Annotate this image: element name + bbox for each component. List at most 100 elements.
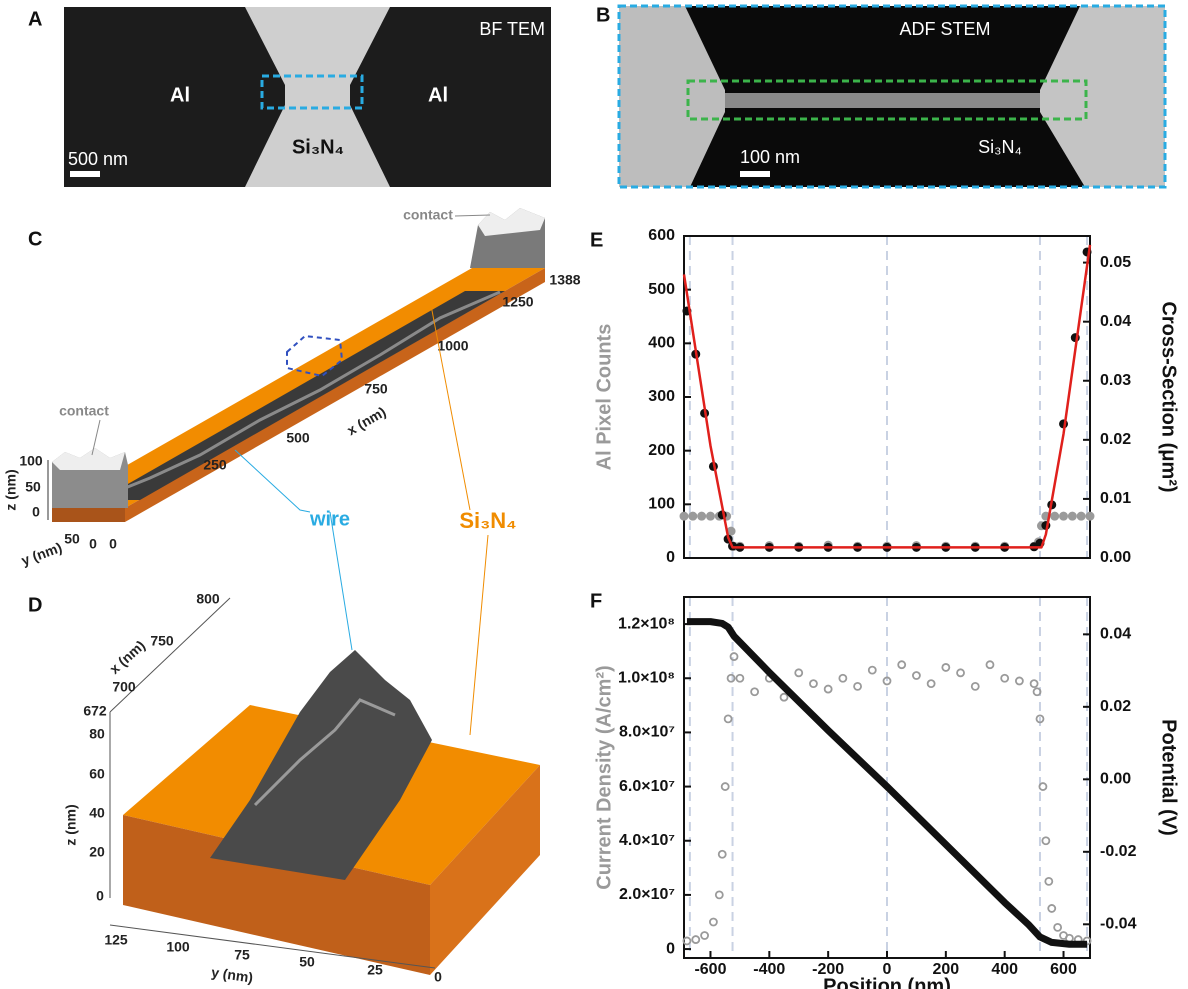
data-point	[1060, 512, 1068, 520]
tick-label: 0	[32, 504, 40, 520]
data-point	[701, 932, 708, 939]
y-tick-label: 600	[648, 227, 675, 244]
wire-3d	[100, 291, 505, 500]
tick-label: 40	[89, 805, 105, 821]
tick-label: 80	[89, 726, 105, 742]
x-tick-label: 400	[991, 961, 1018, 978]
mode-label: BF TEM	[479, 19, 545, 39]
y-tick-label: 1.0×10⁸	[618, 669, 675, 686]
data-point	[692, 936, 699, 943]
y2-tick-label: 0.03	[1100, 372, 1131, 389]
data-point	[1048, 905, 1055, 912]
y-tick-label: 6.0×10⁷	[619, 778, 675, 795]
data-point	[839, 675, 846, 682]
y-tick-label: 0	[666, 940, 675, 957]
callout	[235, 450, 310, 512]
y2-tick-label: 0.01	[1100, 490, 1131, 507]
y2-axis-title: Potential (V)	[1158, 719, 1180, 836]
data-point	[825, 686, 832, 693]
data-point	[1086, 512, 1094, 520]
region-label: Al	[170, 84, 190, 106]
data-point	[719, 851, 726, 858]
data-point	[1051, 512, 1059, 520]
tick-label: 0	[96, 888, 104, 904]
region-label: Al	[428, 84, 448, 106]
tick-label: 1388	[549, 272, 580, 288]
data-point	[1042, 837, 1049, 844]
y-tick-label: 300	[648, 388, 675, 405]
tick-label: 0	[434, 969, 442, 985]
data-point	[689, 512, 697, 520]
y2-tick-label: 0.02	[1100, 431, 1131, 448]
axis-title: x (nm)	[344, 403, 388, 438]
y-tick-label: 1.2×10⁸	[618, 615, 675, 632]
tick-label: 60	[89, 766, 105, 782]
region-label: Si₃N₄	[292, 136, 344, 158]
data-point	[736, 675, 743, 682]
y-tick-label: 4.0×10⁷	[619, 832, 675, 849]
data-point	[1077, 512, 1085, 520]
tick-label: 700	[112, 679, 136, 695]
scale-bar	[740, 171, 770, 177]
axis-title: x (nm)	[106, 637, 148, 677]
y2-tick-label: 0.00	[1100, 771, 1131, 788]
callout	[455, 215, 490, 216]
y-tick-label: 500	[648, 281, 675, 298]
tick-label: 750	[364, 381, 388, 397]
substrate-side	[125, 268, 545, 522]
data-point	[957, 669, 964, 676]
y-axis-title: Al Pixel Counts	[593, 324, 615, 471]
y-axis-title: Current Density (A/cm²)	[593, 665, 615, 889]
tick-label: 750	[150, 633, 174, 649]
wire-image	[725, 93, 1040, 108]
data-point	[710, 918, 717, 925]
x-tick-label: -600	[694, 961, 726, 978]
tick-label: 800	[196, 591, 220, 607]
data-point	[722, 783, 729, 790]
y-tick-label: 8.0×10⁷	[619, 724, 675, 741]
callout	[330, 512, 352, 650]
wire-label: wire	[309, 508, 350, 530]
data-point	[869, 667, 876, 674]
tick-label: 100	[19, 453, 43, 469]
tick-label: 50	[25, 479, 41, 495]
data-point	[751, 688, 758, 695]
data-point	[698, 512, 706, 520]
panel-label: C	[28, 228, 42, 250]
data-point	[898, 661, 905, 668]
data-point	[854, 683, 861, 690]
tick-label: 25	[367, 962, 383, 978]
data-point	[1031, 680, 1038, 687]
y-tick-label: 100	[648, 496, 675, 513]
y2-tick-label: 0.05	[1100, 254, 1131, 271]
contact-label: contact	[403, 207, 453, 223]
y2-tick-label: -0.02	[1100, 843, 1137, 860]
substrate-label: Si₃N₄	[459, 508, 516, 533]
tick-label: 50	[299, 954, 315, 970]
y-tick-label: 2.0×10⁷	[619, 886, 675, 903]
data-point	[986, 661, 993, 668]
tick-label: 672	[83, 703, 107, 719]
panel-label: A	[28, 8, 42, 30]
scale-label: 500 nm	[68, 149, 128, 169]
x-tick-label: -400	[753, 961, 785, 978]
tick-label: 0	[109, 536, 117, 552]
data-point	[928, 680, 935, 687]
y2-tick-label: 0.04	[1100, 626, 1131, 643]
data-point	[781, 694, 788, 701]
data-point	[725, 715, 732, 722]
x-tick-label: 600	[1050, 961, 1077, 978]
y-tick-label: 200	[648, 442, 675, 459]
data-point	[913, 672, 920, 679]
tick-label: 250	[203, 457, 227, 473]
contact-top	[52, 448, 125, 470]
data-point	[716, 891, 723, 898]
y2-tick-label: 0.04	[1100, 313, 1131, 330]
data-point	[972, 683, 979, 690]
series-line	[684, 245, 1090, 548]
panel-label: F	[590, 590, 602, 612]
data-point	[1001, 675, 1008, 682]
region-label: Si₃N₄	[978, 137, 1022, 157]
tick-label: 50	[64, 531, 80, 547]
data-point	[942, 664, 949, 671]
